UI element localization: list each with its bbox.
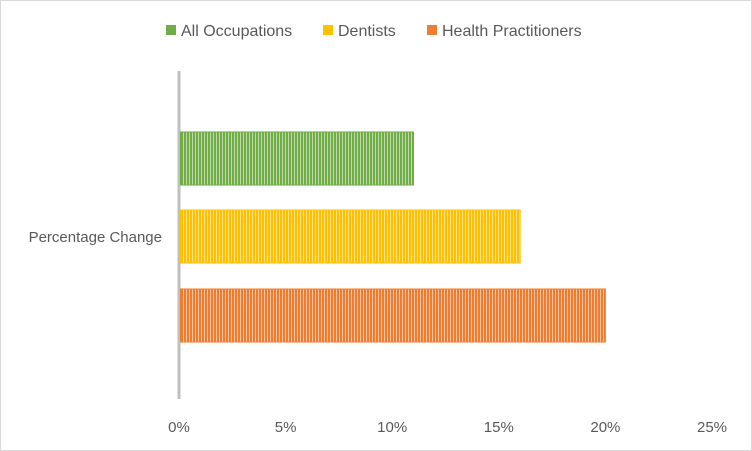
x-tick-label: 0% — [168, 419, 190, 436]
x-tick-label: 10% — [377, 419, 407, 436]
x-tick-label: 25% — [697, 419, 727, 436]
legend-item-all-occupations: All Occupations — [166, 23, 292, 40]
legend-item-health-practitioners: Health Practitioners — [427, 23, 582, 40]
x-tick-label: 20% — [590, 419, 620, 436]
legend: All Occupations Dentists Health Practition… — [166, 23, 582, 40]
bar-dentists — [180, 209, 521, 264]
x-axis-ticks: 0% 5% 10% 15% 20% 25% — [168, 419, 727, 436]
legend-swatch — [323, 25, 333, 35]
legend-label: Dentists — [338, 23, 396, 40]
bar-all-occupations — [180, 131, 415, 186]
legend-swatch — [166, 25, 176, 35]
legend-label: Health Practitioners — [442, 23, 582, 40]
x-tick-label: 15% — [484, 419, 514, 436]
legend-label: All Occupations — [181, 23, 292, 40]
legend-swatch — [427, 25, 437, 35]
bar-health-practitioners — [180, 288, 606, 343]
category-labels: Percentage Change — [29, 229, 162, 246]
legend-item-dentists: Dentists — [323, 23, 396, 40]
category-label: Percentage Change — [29, 229, 162, 246]
x-tick-label: 5% — [275, 419, 297, 436]
bars — [180, 131, 606, 343]
